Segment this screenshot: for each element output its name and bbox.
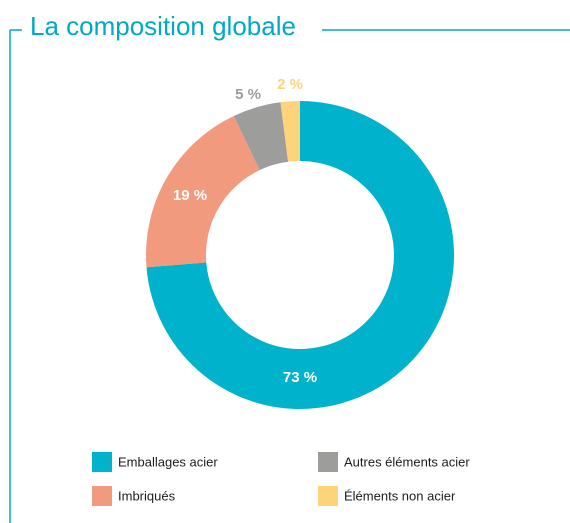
legend-swatch	[92, 452, 112, 472]
value-label: 19 %	[173, 187, 207, 204]
donut-segment	[146, 101, 454, 409]
donut-segment	[280, 101, 300, 162]
legend-swatch	[318, 452, 338, 472]
legend-swatch	[92, 486, 112, 506]
legend-swatch	[318, 486, 338, 506]
donut-segment	[145, 115, 260, 268]
legend-label: Emballages acier	[118, 454, 218, 469]
value-label: 2 %	[277, 76, 303, 93]
frame	[9, 29, 570, 523]
chart-title: La composition globale	[30, 11, 296, 41]
donut-segment	[233, 102, 289, 171]
legend-label: Éléments non acier	[344, 488, 456, 503]
value-label: 73 %	[283, 369, 317, 386]
legend-label: Imbriqués	[118, 488, 176, 503]
legend-label: Autres éléments acier	[344, 454, 470, 469]
value-label: 5 %	[235, 86, 261, 103]
